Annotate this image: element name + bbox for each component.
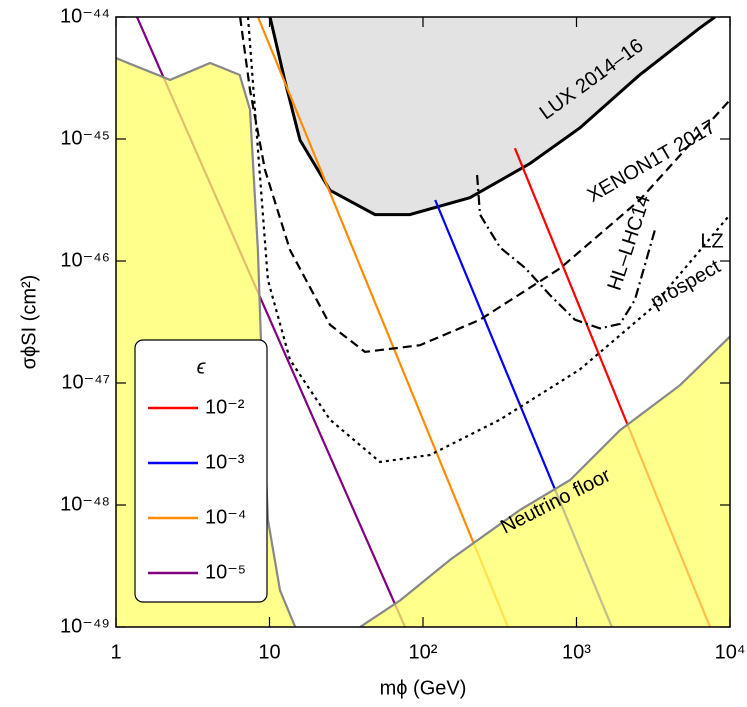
series-line [268, 17, 716, 217]
annotation: prospect [647, 255, 725, 313]
series-line [246, 17, 730, 464]
series-line [256, 17, 510, 627]
region-fill [360, 336, 730, 627]
legend-label: 10⁻² [205, 396, 245, 418]
legend: ϵ 10⁻² 10⁻³ 10⁻⁴ 10⁻⁵ [134, 339, 268, 603]
series-line [239, 17, 730, 354]
annotation: LZ [700, 230, 723, 252]
y-tick-label: 10⁻⁴⁸ [60, 493, 110, 515]
y-tick-label: 10⁻⁴⁴ [60, 5, 110, 27]
legend-label: 10⁻⁴ [205, 506, 246, 528]
legend-label: 10⁻³ [205, 451, 245, 473]
y-tick-label: 10⁻⁴⁶ [60, 249, 110, 271]
series-line [116, 57, 297, 627]
legend-label: 10⁻⁵ [205, 561, 246, 583]
x-axis-label: mϕ (GeV) [380, 677, 467, 699]
legend-box [134, 339, 268, 603]
y-tick-label: 10⁻⁴⁵ [60, 127, 110, 149]
x-tick-label: 10³ [562, 641, 591, 663]
series-line [476, 174, 656, 330]
series-line [359, 335, 730, 627]
annotation: XENON1T 2017 [584, 116, 720, 207]
x-tick-label: 10⁴ [715, 641, 746, 663]
y-axis-label: σϕSI (cm²) [18, 275, 40, 370]
annotation: HL–LHC14 [604, 192, 656, 293]
x-tick-label: 10 [258, 641, 280, 663]
region-fill [269, 17, 715, 215]
x-tick-label: 10² [409, 641, 438, 663]
y-tick-label: 10⁻⁴⁹ [60, 615, 110, 637]
y-tick-label: 10⁻⁴⁷ [61, 371, 110, 393]
x-tick-label: 1 [110, 641, 121, 663]
legend-title: ϵ [197, 356, 207, 378]
